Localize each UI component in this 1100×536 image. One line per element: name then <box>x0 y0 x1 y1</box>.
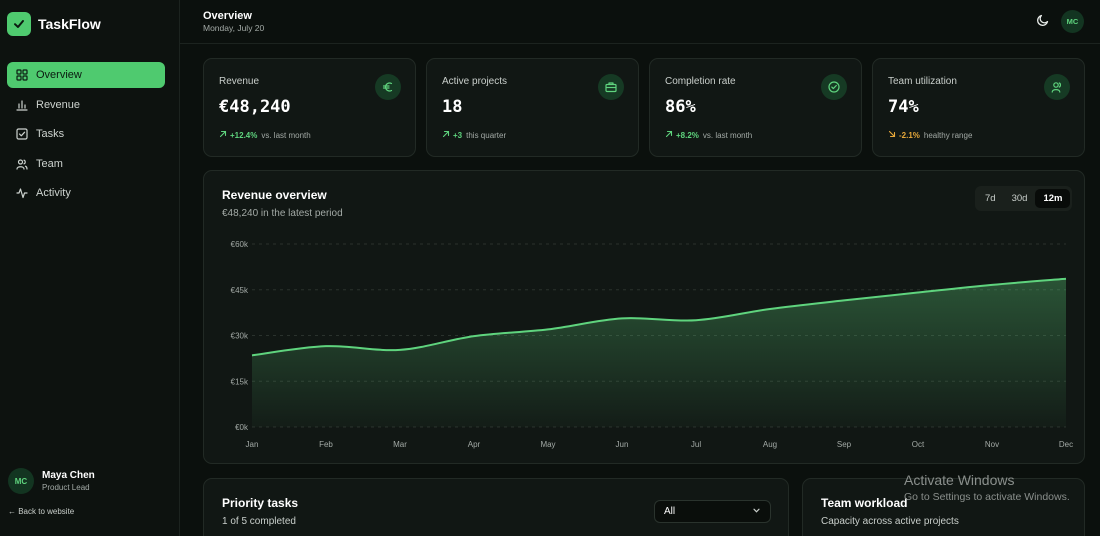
app-name: TaskFlow <box>38 16 101 32</box>
stat-note: healthy range <box>923 130 973 140</box>
user-icon <box>1044 74 1070 100</box>
stat-footer: +3 this quarter <box>442 130 506 140</box>
sidebar-item-label: Tasks <box>36 128 65 140</box>
sidebar-item-activity[interactable]: Activity <box>7 180 165 206</box>
user-role: Product Lead <box>42 483 90 492</box>
checkbox-icon <box>16 128 28 140</box>
stat-footer: +8.2% vs. last month <box>665 130 752 140</box>
x-tick-label: Jun <box>616 440 629 449</box>
stat-value: 74% <box>888 97 919 117</box>
header-avatar[interactable]: MC <box>1061 10 1084 33</box>
sidebar-nav: Overview Revenue Tasks Team Activity <box>7 62 165 210</box>
stat-card-active-projects: Active projects 18 +3 this quarter <box>426 58 639 157</box>
top-header: Overview Monday, July 20 MC <box>180 0 1100 44</box>
stat-note: vs. last month <box>261 130 311 140</box>
y-tick-label: €45k <box>231 286 249 295</box>
x-tick-label: Jan <box>246 440 259 449</box>
sidebar-item-label: Revenue <box>36 98 81 111</box>
stat-delta: +12.4% <box>230 130 258 140</box>
stat-value: €48,240 <box>219 97 291 117</box>
x-tick-label: Nov <box>985 440 999 449</box>
arrow-up-right-icon <box>219 130 227 140</box>
x-tick-label: Jul <box>691 440 701 449</box>
x-tick-label: Feb <box>319 440 333 449</box>
y-tick-label: €60k <box>231 240 249 249</box>
series-area <box>252 278 1066 427</box>
x-tick-label: May <box>540 440 555 449</box>
task-filter-value: All <box>664 506 676 517</box>
arrow-down-right-icon <box>888 130 896 140</box>
stat-delta: +8.2% <box>676 130 699 140</box>
x-tick-label: Mar <box>393 440 407 449</box>
priority-tasks-title: Priority tasks <box>222 496 299 510</box>
team-workload-title: Team workload <box>821 496 908 510</box>
sidebar-item-revenue[interactable]: Revenue <box>7 92 165 118</box>
y-tick-label: €0k <box>235 423 249 432</box>
stat-value: 86% <box>665 97 696 117</box>
range-tab-30d[interactable]: 30d <box>1011 193 1028 204</box>
stat-delta: +3 <box>453 130 463 140</box>
euro-icon <box>375 74 401 100</box>
sidebar-item-label: Overview <box>36 69 82 81</box>
check-circle-icon <box>821 74 847 100</box>
stat-note: this quarter <box>466 130 507 140</box>
range-tabs: 7d 30d 12m <box>975 186 1073 211</box>
stat-note: vs. last month <box>702 130 753 140</box>
sidebar-item-tasks[interactable]: Tasks <box>7 121 165 147</box>
revenue-chart: €0k €15k €30k €45k €60k Jan Feb Mar Apr May Jun Jul… <box>231 240 1073 449</box>
team-workload-subtitle: Capacity across active projects <box>821 516 959 527</box>
chart-subtitle: €48,240 in the latest period <box>222 208 343 219</box>
moon-icon[interactable] <box>1036 13 1050 27</box>
priority-tasks-subtitle: 1 of 5 completed <box>222 516 296 527</box>
y-tick-label: €30k <box>231 332 249 341</box>
check-icon <box>7 12 31 36</box>
stat-card-revenue: Revenue €48,240 +12.4% vs. last month <box>203 58 416 157</box>
x-tick-label: Aug <box>763 440 777 449</box>
stat-value: 18 <box>442 97 463 117</box>
user-name: Maya Chen <box>42 470 95 481</box>
stat-label: Active projects <box>442 76 508 87</box>
sidebar-item-overview[interactable]: Overview <box>7 62 165 88</box>
x-tick-label: Apr <box>468 440 481 449</box>
stat-footer: -2.1% healthy range <box>888 130 972 140</box>
brand[interactable]: TaskFlow <box>7 12 101 36</box>
sidebar-item-label: Activity <box>36 187 71 199</box>
y-tick-label: €15k <box>231 377 249 386</box>
briefcase-icon <box>598 74 624 100</box>
back-to-website-link[interactable]: ← Back to website <box>8 507 75 516</box>
task-filter-select[interactable]: All <box>654 500 771 523</box>
range-tab-12m[interactable]: 12m <box>1035 189 1071 208</box>
page-title: Overview <box>203 10 252 22</box>
avatar: MC <box>8 468 34 494</box>
activity-icon <box>16 187 28 199</box>
page-date: Monday, July 20 <box>203 23 265 33</box>
sidebar-item-team[interactable]: Team <box>7 151 165 177</box>
grid-icon <box>16 69 28 81</box>
user-profile[interactable]: MC Maya Chen Product Lead <box>8 468 95 494</box>
sidebar: TaskFlow Overview Revenue Tasks Team <box>0 0 180 536</box>
users-icon <box>16 158 28 170</box>
chevron-down-icon <box>752 506 761 518</box>
x-tick-label: Sep <box>837 440 852 449</box>
stat-label: Team utilization <box>888 76 957 87</box>
x-tick-label: Dec <box>1059 440 1073 449</box>
stat-label: Completion rate <box>665 76 736 87</box>
revenue-overview-card: €0k €15k €30k €45k €60k Jan Feb Mar Apr May Jun Jul… <box>203 170 1085 464</box>
bar-chart-icon <box>16 99 28 111</box>
arrow-up-right-icon <box>665 130 673 140</box>
sidebar-item-label: Team <box>36 157 63 170</box>
team-workload-card: Team workload Capacity across active pro… <box>802 478 1085 536</box>
stat-footer: +12.4% vs. last month <box>219 130 311 140</box>
arrow-up-right-icon <box>442 130 450 140</box>
priority-tasks-card: Priority tasks 1 of 5 completed All <box>203 478 789 536</box>
stat-card-team-utilization: Team utilization 74% -2.1% healthy range <box>872 58 1085 157</box>
range-tab-7d[interactable]: 7d <box>985 193 996 204</box>
user-info: Maya Chen Product Lead <box>42 470 95 492</box>
stat-label: Revenue <box>219 76 260 87</box>
chart-title: Revenue overview <box>222 188 327 202</box>
stat-delta: -2.1% <box>899 130 920 140</box>
series-line <box>251 277 1067 357</box>
stat-card-completion-rate: Completion rate 86% +8.2% vs. last month <box>649 58 862 157</box>
x-tick-label: Oct <box>912 440 925 449</box>
